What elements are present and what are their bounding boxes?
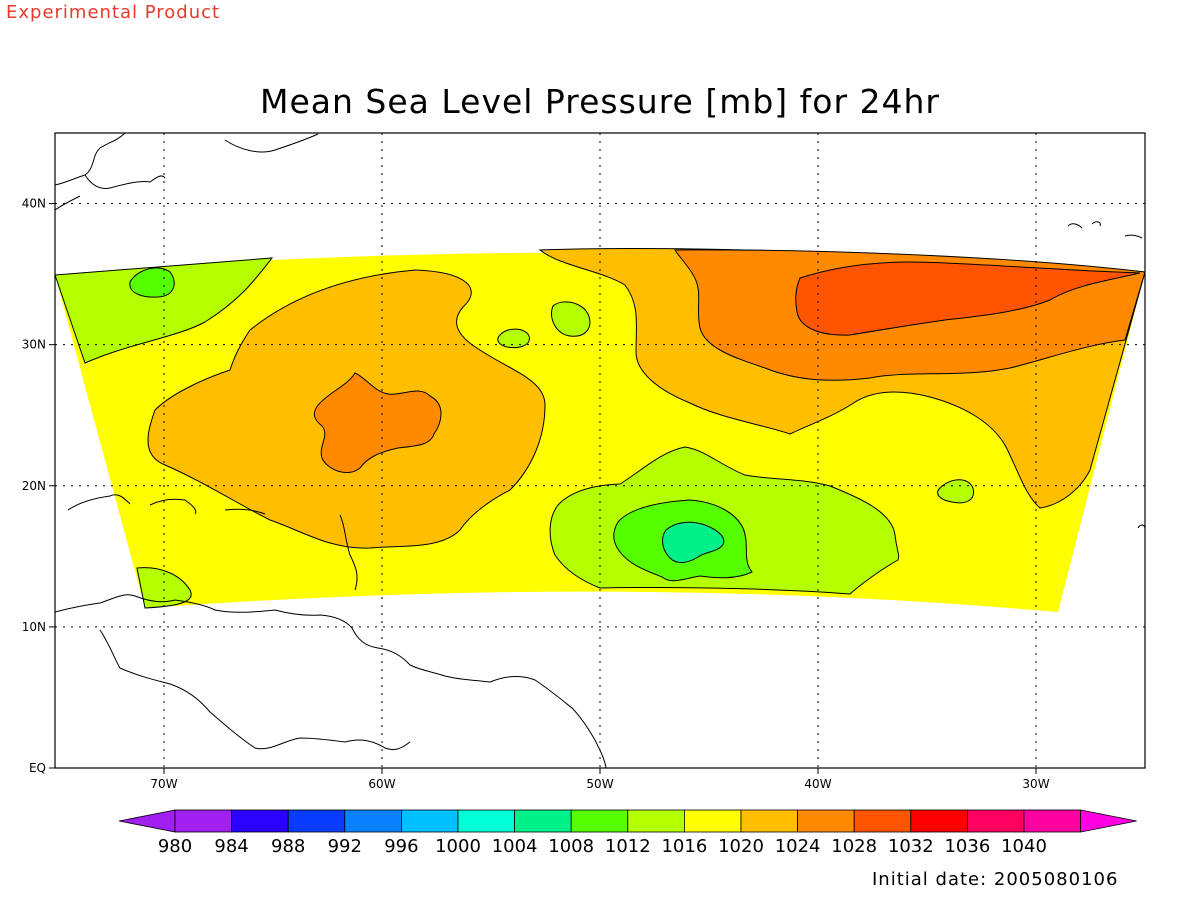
coast-eastern-atlantic-islands <box>1067 221 1145 529</box>
colorbar-swatch <box>514 809 572 833</box>
region-1024-center <box>313 372 442 473</box>
colorbar-level-label: 1020 <box>718 836 764 857</box>
longitude-labels: 70W 60W 50W 40W 30W <box>150 768 1050 791</box>
lon-tick-label: 40W <box>804 777 831 791</box>
colorbar-level-label: 1032 <box>888 836 934 857</box>
lon-tick-label: 30W <box>1022 777 1049 791</box>
colorbar-swatch <box>570 809 629 833</box>
colorbar-level-label: 1024 <box>775 836 821 857</box>
colorbar-swatch <box>400 809 459 833</box>
colorbar-level-label: 984 <box>214 836 248 857</box>
pressure-field <box>55 248 1145 612</box>
graticule <box>55 133 1145 768</box>
lon-tick-label: 70W <box>150 777 177 791</box>
colorbar-swatch <box>287 809 346 833</box>
colorbar-swatch <box>967 809 1025 833</box>
colorbar-level-label: 996 <box>384 836 418 857</box>
colorbar-swatch <box>740 809 798 833</box>
lat-tick-label: 20N <box>22 479 46 493</box>
colorbar-swatch <box>684 809 742 833</box>
colorbar-level-label: 1036 <box>944 836 990 857</box>
colorbar-level-label: 1000 <box>435 836 481 857</box>
colorbar-high-arrow <box>1080 809 1137 833</box>
coast-caribbean-islands <box>67 494 358 591</box>
coastlines <box>55 133 1145 768</box>
latitude-labels: EQ 10N 20N 30N 40N <box>22 197 55 775</box>
coast-nova-scotia <box>224 133 319 153</box>
lon-tick-label: 60W <box>368 777 395 791</box>
colorbar-level-label: 988 <box>271 836 305 857</box>
colorbar-swatch <box>910 809 968 833</box>
region-1012-small-a <box>551 301 591 337</box>
region-1008-northwest <box>129 267 175 298</box>
colorbar-swatch <box>1023 809 1081 833</box>
colorbar-swatch <box>457 809 515 833</box>
colorbar-swatch <box>797 809 855 833</box>
region-1028-northeast <box>795 261 1141 336</box>
experimental-product-label: Experimental Product <box>6 2 221 23</box>
lon-tick-label: 50W <box>586 777 613 791</box>
coast-south-america <box>55 594 607 768</box>
coast-venezuela-inland <box>99 629 411 751</box>
lat-tick-label: 40N <box>22 197 46 211</box>
colorbar-swatch <box>174 809 232 833</box>
colorbar-level-label: 1008 <box>548 836 594 857</box>
lat-tick-label: 30N <box>22 338 46 352</box>
colorbar-level-label: 1040 <box>1001 836 1047 857</box>
colorbar-swatch <box>853 809 912 833</box>
initial-date-label: Initial date: 2005080106 <box>872 869 1119 890</box>
region-1012-small-b <box>497 328 530 349</box>
colorbar-level-label: 1012 <box>605 836 651 857</box>
colorbar-level-label: 980 <box>158 836 192 857</box>
coast-north-america <box>55 133 166 211</box>
chart-title: Mean Sea Level Pressure [mb] for 24hr <box>259 82 941 121</box>
colorbar-swatch <box>627 809 685 833</box>
colorbar-level-label: 992 <box>328 836 362 857</box>
region-1012-small-c <box>937 479 975 504</box>
region-1004-low <box>662 521 725 564</box>
colorbar-level-label: 1004 <box>492 836 538 857</box>
colorbar-swatch <box>231 809 289 833</box>
colorbar-level-label: 1028 <box>831 836 877 857</box>
colorbar-low-arrow <box>118 809 176 833</box>
lat-tick-label: EQ <box>29 761 46 775</box>
colorbar-swatch <box>344 809 402 833</box>
colorbar: 980 984 988 992 996 1000 1004 1008 1012 1016 1020 1… <box>118 809 1137 857</box>
colorbar-level-label: 1016 <box>661 836 707 857</box>
lat-tick-label: 10N <box>22 620 46 634</box>
